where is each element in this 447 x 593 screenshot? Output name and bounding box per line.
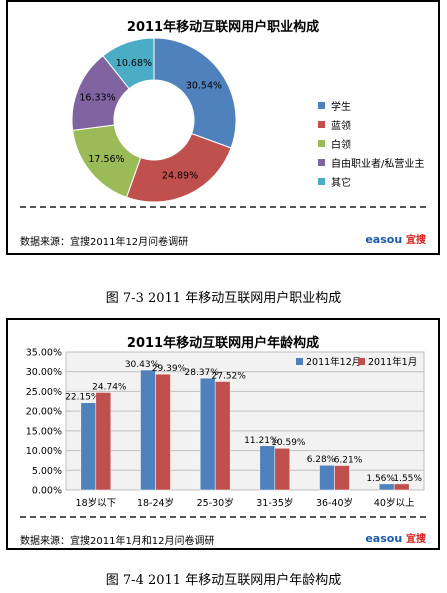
legend-label: 白领 bbox=[331, 140, 351, 151]
bar-value-label: 30.43% bbox=[125, 360, 160, 370]
y-tick-label: 5.00% bbox=[32, 466, 62, 477]
legend-label: 2011年1月 bbox=[368, 356, 417, 368]
figure-caption: 图 7-4 2011 年移动互联网用户年龄构成 bbox=[105, 573, 342, 588]
slice-label: 17.56% bbox=[88, 154, 124, 165]
donut-slice bbox=[153, 37, 237, 149]
x-tick-label: 18岁以下 bbox=[76, 497, 117, 509]
bar-value-label: 24.74% bbox=[92, 382, 127, 392]
legend-item: 自由职业者/私营业主 bbox=[318, 155, 424, 170]
bar bbox=[155, 373, 171, 491]
legend-swatch bbox=[318, 140, 325, 147]
legend-swatch bbox=[318, 102, 325, 109]
bar bbox=[140, 369, 156, 491]
y-tick-label: 10.00% bbox=[26, 446, 62, 457]
slice-label: 24.89% bbox=[162, 171, 198, 182]
legend-item: 白领 bbox=[318, 136, 351, 151]
bar-value-label: 28.37% bbox=[185, 368, 220, 378]
bar-value-label: 22.15% bbox=[65, 393, 100, 403]
x-tick-label: 25-30岁 bbox=[197, 497, 234, 509]
bar bbox=[393, 483, 410, 491]
legend-label: 2011年12月 bbox=[306, 356, 361, 368]
source-note: 数据来源：宜搜2011年1月和12月问卷调研 bbox=[20, 536, 215, 547]
legend-swatch bbox=[318, 159, 325, 166]
legend-label: 其它 bbox=[331, 178, 351, 189]
plot-area bbox=[65, 351, 425, 491]
bar bbox=[95, 392, 112, 491]
bar-value-label: 6.28% bbox=[307, 455, 336, 465]
donut-plot: 30.54% 24.89% 17.56% 16.33% 10.68% bbox=[71, 37, 237, 203]
chart-title: 2011年移动互联网用户职业构成 bbox=[126, 20, 320, 35]
easou-logo: easou 宜搜 bbox=[365, 233, 426, 246]
source-note: 数据来源：宜搜2011年12月问卷调研 bbox=[20, 237, 189, 248]
slice-label: 10.68% bbox=[116, 58, 152, 69]
legend-swatch bbox=[318, 121, 325, 128]
bar-value-label: 27.52% bbox=[212, 371, 247, 381]
bar-value-label: 10.59% bbox=[271, 438, 306, 448]
x-tick-label: 40岁以上 bbox=[374, 497, 415, 509]
occupation-chart: 2011年移动互联网用户职业构成 30.54% 24.89% 17.56% 16.33… bbox=[6, 0, 440, 255]
bar-value-label: 6.21% bbox=[334, 456, 363, 466]
bar bbox=[80, 402, 97, 491]
x-tick-label: 18-24岁 bbox=[137, 497, 174, 509]
divider bbox=[20, 206, 426, 208]
slice-label: 30.54% bbox=[186, 80, 222, 91]
legend-swatch bbox=[358, 358, 365, 365]
y-tick-label: 0.00% bbox=[32, 486, 62, 497]
y-tick-label: 30.00% bbox=[26, 367, 62, 378]
donut-slice bbox=[102, 37, 155, 90]
x-tick-label: 31-35岁 bbox=[256, 497, 293, 509]
bar bbox=[259, 445, 276, 491]
divider bbox=[20, 516, 426, 518]
age-chart: 2011年移动互联网用户年龄构成 0.00% 5.00% 10.00% 15.00% 2… bbox=[6, 318, 440, 550]
figure-caption: 图 7-3 2011 年移动互联网用户职业构成 bbox=[105, 291, 342, 306]
y-tick-label: 20.00% bbox=[26, 407, 62, 418]
bar-value-label: 1.56% bbox=[366, 474, 395, 484]
legend-swatch bbox=[318, 178, 325, 185]
y-tick-label: 25.00% bbox=[26, 387, 62, 398]
bar bbox=[274, 447, 291, 491]
bar bbox=[378, 483, 395, 491]
bar bbox=[199, 377, 216, 491]
bar-value-label: 1.55% bbox=[393, 474, 422, 484]
legend-swatch bbox=[296, 358, 303, 365]
slice-label: 16.33% bbox=[79, 92, 115, 103]
x-tick-label: 36-40岁 bbox=[316, 497, 353, 509]
legend-label: 学生 bbox=[331, 102, 351, 113]
legend-label: 自由职业者/私营业主 bbox=[331, 159, 425, 170]
legend-item: 学生 bbox=[318, 98, 351, 113]
bar bbox=[334, 465, 350, 491]
legend-item: 蓝领 bbox=[318, 117, 351, 132]
y-tick-label: 35.00% bbox=[26, 348, 62, 359]
y-tick-label: 15.00% bbox=[26, 426, 62, 437]
easou-logo: easou 宜搜 bbox=[365, 532, 426, 545]
bar-value-label: 29.39% bbox=[152, 364, 187, 374]
bar-value-label: 11.21% bbox=[244, 436, 279, 446]
legend-item: 其它 bbox=[318, 174, 351, 189]
bar bbox=[319, 464, 335, 491]
bar-plot: 0.00% 5.00% 10.00% 15.00% 20.00% 25.00% 30.00%… bbox=[26, 348, 425, 509]
legend-label: 蓝领 bbox=[331, 121, 351, 132]
bar bbox=[214, 381, 231, 491]
chart-title: 2011年移动互联网用户年龄构成 bbox=[126, 336, 320, 351]
donut-slice bbox=[125, 133, 232, 203]
